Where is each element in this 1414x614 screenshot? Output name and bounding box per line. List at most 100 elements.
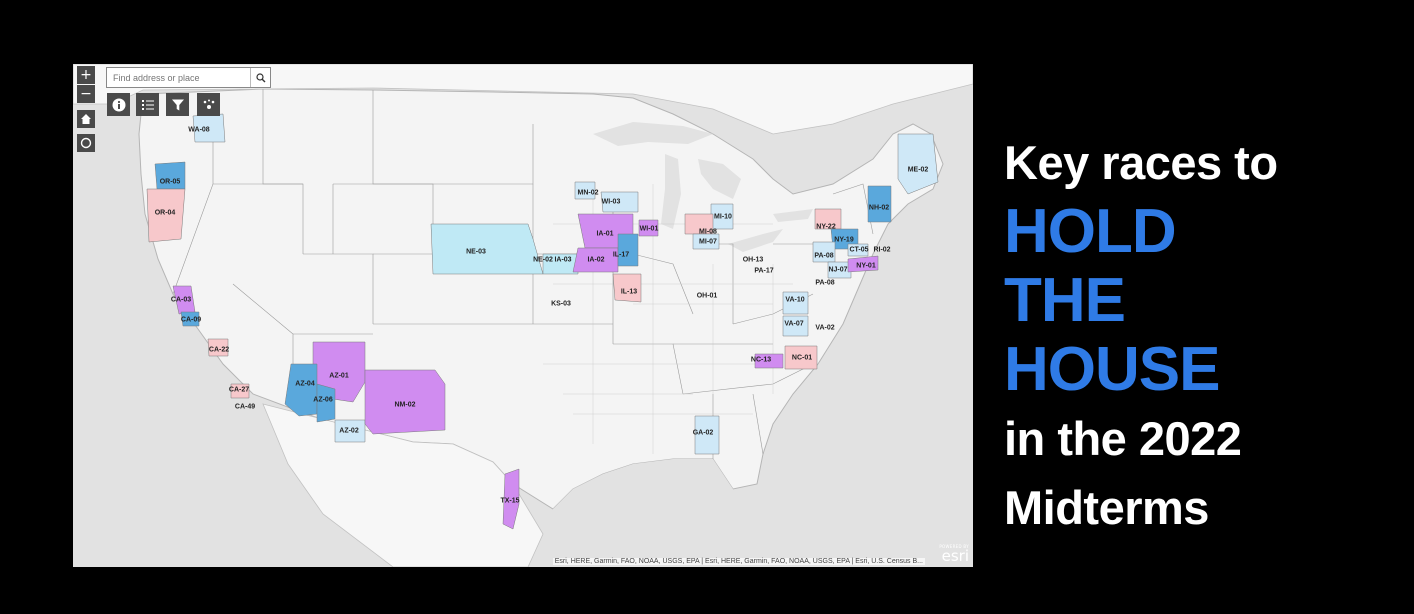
district-label[interactable]: IA-02 [587,256,605,264]
esri-wordmark: esri [941,547,969,565]
district-mi-07 [692,233,720,250]
district-label[interactable]: MN-02 [577,189,599,197]
map-attribution: Esri, HERE, Garmin, FAO, NOAA, USGS, EPA… [552,558,925,565]
list-icon [141,99,154,110]
filter-button[interactable] [166,93,189,116]
district-label[interactable]: PA-17 [754,267,774,275]
us-land [138,88,944,510]
esri-logo[interactable]: POWERED BY esri [929,544,969,564]
district-label[interactable]: CA-27 [228,386,250,394]
district-label[interactable]: WA-08 [188,126,210,134]
district-va-10 [782,291,809,315]
district-label[interactable]: VA-10 [785,296,805,304]
district-label[interactable]: IL-17 [612,251,630,259]
gulf-of-mexico [543,459,743,567]
home-button[interactable] [77,110,95,128]
district-nm-02 [364,369,446,435]
district-label[interactable]: AZ-01 [329,372,349,380]
zoom-out-button[interactable]: − [77,85,95,103]
district-label[interactable]: TX-15 [500,497,520,505]
district-ca-09 [180,311,200,327]
district-label[interactable]: CA-09 [180,316,202,324]
lake-erie [728,229,783,252]
lake-ontario [773,209,813,222]
district-label[interactable]: AZ-04 [295,380,315,388]
district-label[interactable]: RI-02 [873,246,891,254]
district-label[interactable]: VA-02 [815,324,835,332]
district-label[interactable]: OH-01 [696,292,718,300]
filter-icon [171,99,184,110]
zoom-in-button[interactable]: + [77,66,95,84]
headline-line-2: HOLD [1004,197,1177,266]
district-ny-01 [847,255,879,273]
district-mn-02 [574,181,596,200]
headline-line-5: in the 2022 [1004,412,1242,465]
district-az-04 [284,363,318,417]
district-az-06 [316,383,336,423]
district-label[interactable]: KS-03 [551,300,571,308]
district-label[interactable]: NH-02 [868,204,890,212]
district-label[interactable]: PA-08 [815,279,835,287]
district-label[interactable]: NY-19 [834,236,854,244]
district-wi-01 [638,219,659,237]
district-ne-03 [430,223,544,275]
lake-huron [698,159,741,199]
district-label[interactable]: NY-01 [856,262,876,270]
search-icon [256,72,266,82]
district-label[interactable]: MI-10 [714,213,732,221]
district-label[interactable]: WI-01 [639,225,659,233]
district-label[interactable]: CA-22 [208,346,230,354]
info-button[interactable] [107,93,130,116]
district-label[interactable]: IA-01 [596,230,614,238]
district-label[interactable]: AZ-06 [313,396,333,404]
district-or-04 [146,188,186,243]
district-label[interactable]: MI-07 [699,238,717,246]
locate-icon [80,137,92,149]
district-label[interactable]: NJ-07 [828,266,848,274]
district-label[interactable]: OH-13 [742,256,764,264]
map-basemap [73,64,973,567]
esri-powered-text: POWERED BY [939,544,969,549]
district-il-13 [612,273,642,303]
district-label[interactable]: IL-13 [620,288,638,296]
district-ga-02 [694,415,720,455]
district-label[interactable]: NM-02 [394,401,416,409]
district-label[interactable]: NY-22 [816,223,836,231]
home-icon [81,114,91,124]
layers-button[interactable] [197,93,220,116]
district-label[interactable]: ME-02 [907,166,929,174]
district-label[interactable]: VA-07 [784,320,804,328]
district-label[interactable]: IA-03 [554,256,572,264]
info-icon [112,98,125,111]
district-label[interactable]: OR-04 [154,209,176,217]
district-label[interactable]: OR-05 [159,178,181,186]
district-ct-05 [847,243,869,257]
layers-icon [203,99,214,109]
district-label[interactable]: NC-13 [750,356,772,364]
headline: Key races to HOLD THE HOUSE in the 2022 … [1004,128,1404,542]
district-label[interactable]: PA-08 [814,252,834,260]
map-view[interactable]: WA-08 OR-05 OR-04 CA-03 CA-09 CA-22 CA-2… [73,64,973,567]
county-grid [543,184,793,454]
search-input[interactable] [107,72,251,83]
search-button[interactable] [250,68,270,87]
state-borders [172,89,874,459]
district-label[interactable]: GA-02 [692,429,714,437]
legend-button[interactable] [136,93,159,116]
district-label[interactable]: CA-03 [170,296,192,304]
search-box[interactable] [106,67,271,88]
district-label[interactable]: NE-02 [533,256,553,264]
district-label[interactable]: WI-03 [601,198,621,206]
locate-button[interactable] [77,134,95,152]
district-nc-13 [754,353,784,369]
district-label[interactable]: MI-08 [699,228,717,236]
district-label[interactable]: NC-01 [791,354,813,362]
district-label[interactable]: AZ-02 [339,427,359,435]
district-label[interactable]: NE-03 [466,248,486,256]
district-label[interactable]: CT-05 [849,246,869,254]
district-ca-22 [207,338,229,357]
district-label[interactable]: CA-49 [234,403,256,411]
district-nh-02 [867,185,892,223]
district-az-02 [334,419,366,443]
headline-line-3: THE [1004,266,1126,335]
